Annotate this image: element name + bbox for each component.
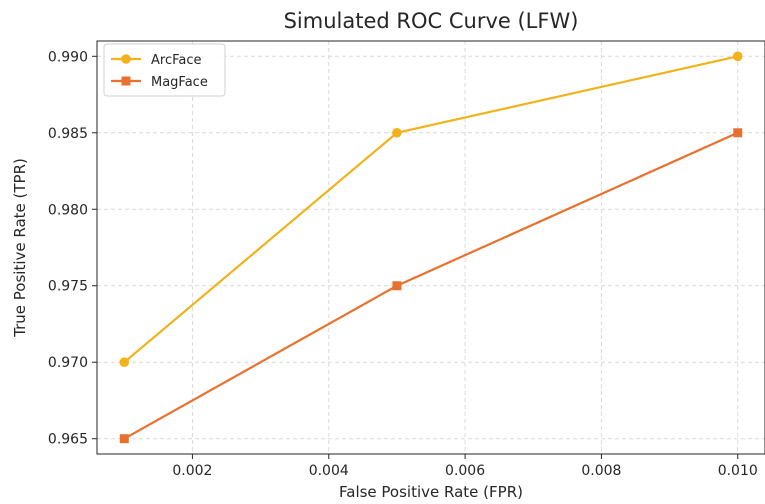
legend-arcface-label: ArcFace: [151, 53, 202, 68]
y-tick-label: 0.985: [48, 126, 88, 142]
arcface-point: [732, 51, 743, 62]
series-arcface: [119, 51, 743, 368]
y-tick-label: 0.980: [48, 202, 88, 218]
legend-arcface-marker: [121, 54, 131, 64]
grid: [97, 41, 765, 454]
arcface-point: [392, 127, 402, 138]
y-axis: 0.965 0.970 0.975 0.980 0.985 0.990: [48, 49, 97, 448]
x-axis: 0.002 0.004 0.006 0.008 0.010: [172, 454, 758, 479]
y-tick-label: 0.990: [48, 49, 88, 65]
magface-point: [392, 281, 402, 291]
y-tick-label: 0.975: [48, 279, 88, 295]
legend-magface-label: MagFace: [151, 75, 208, 90]
x-axis-label: False Positive Rate (FPR): [339, 483, 523, 501]
legend-magface-marker: [121, 76, 131, 86]
y-tick-label: 0.970: [48, 355, 88, 371]
magface-point: [733, 128, 743, 138]
series-magface: [119, 128, 743, 444]
legend-box: [103, 43, 226, 97]
y-tick-label: 0.965: [48, 432, 88, 448]
arcface-point: [119, 357, 130, 368]
x-tick-label: 0.002: [172, 463, 212, 479]
x-tick-label: 0.004: [309, 463, 349, 479]
magface-point: [119, 434, 129, 444]
chart-title: Simulated ROC Curve (LFW): [284, 9, 579, 33]
x-tick-label: 0.006: [445, 463, 485, 479]
series-layer: [119, 51, 743, 444]
plot-frame: [96, 40, 765, 455]
y-axis-label: True Positive Rate (TPR): [11, 158, 29, 338]
x-tick-label: 0.010: [718, 463, 758, 479]
legend: ArcFace MagFace: [103, 43, 226, 97]
x-tick-label: 0.008: [581, 463, 621, 479]
